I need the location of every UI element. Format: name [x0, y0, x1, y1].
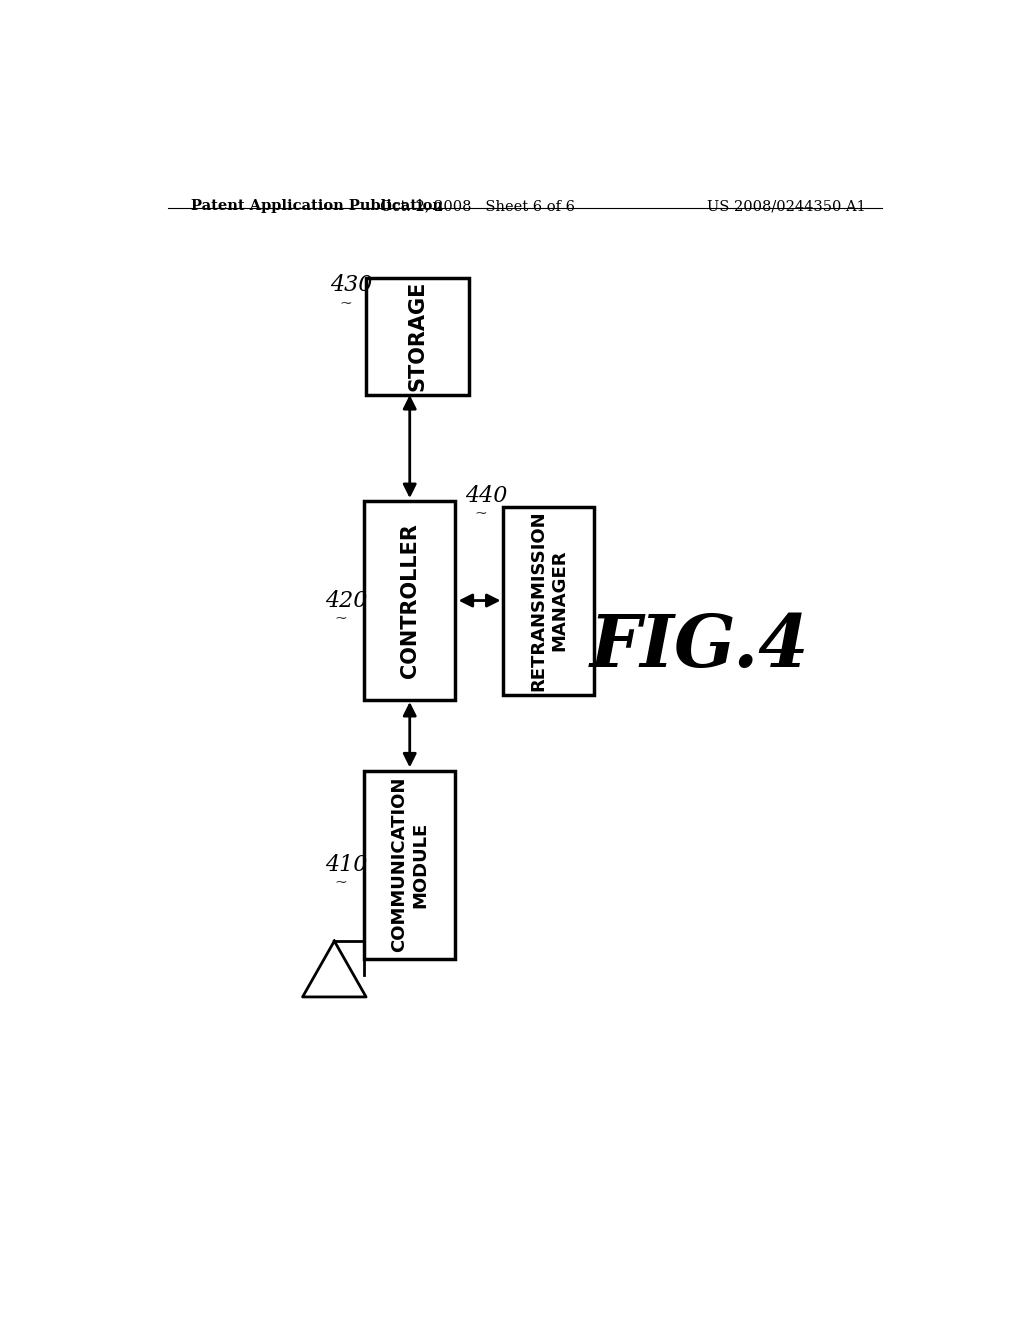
Text: STORAGE: STORAGE — [408, 281, 428, 392]
Text: ~: ~ — [334, 876, 347, 890]
Text: COMMUNICATION
MODULE: COMMUNICATION MODULE — [390, 777, 429, 953]
Text: RETRANSMISSION
MANAGER: RETRANSMISSION MANAGER — [529, 511, 568, 690]
Text: ~: ~ — [340, 297, 352, 310]
Text: Oct. 2, 2008   Sheet 6 of 6: Oct. 2, 2008 Sheet 6 of 6 — [380, 199, 574, 213]
Text: FIG.4: FIG.4 — [590, 611, 809, 681]
Text: Patent Application Publication: Patent Application Publication — [191, 199, 443, 213]
Bar — [503, 507, 594, 694]
Bar — [367, 277, 469, 395]
Text: 410: 410 — [325, 854, 368, 875]
Bar — [365, 771, 456, 958]
Text: 420: 420 — [325, 590, 368, 611]
Text: 430: 430 — [331, 275, 373, 297]
Text: 440: 440 — [465, 484, 508, 507]
Text: ~: ~ — [475, 507, 487, 521]
Bar — [365, 502, 456, 700]
Text: US 2008/0244350 A1: US 2008/0244350 A1 — [708, 199, 866, 213]
Text: ~: ~ — [334, 612, 347, 626]
Text: CONTROLLER: CONTROLLER — [399, 523, 420, 678]
